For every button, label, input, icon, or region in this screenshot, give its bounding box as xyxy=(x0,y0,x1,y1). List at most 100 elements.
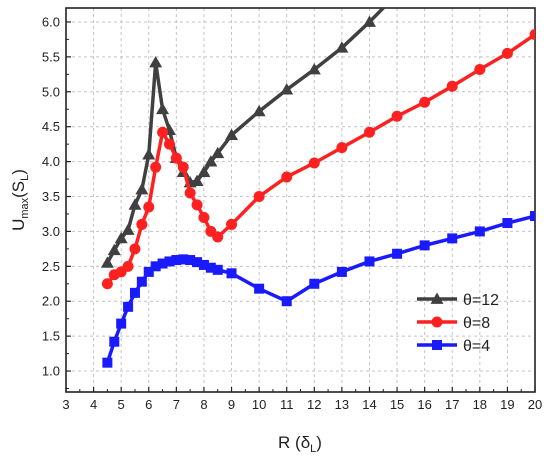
legend-item: θ=4 xyxy=(417,338,490,355)
x-axis-title: R (δL) xyxy=(278,433,322,455)
data-point xyxy=(280,83,294,95)
x-tick-label: 9 xyxy=(228,397,235,412)
data-point xyxy=(474,226,485,237)
data-point xyxy=(157,258,168,269)
y-tick-label: 3.0 xyxy=(42,224,60,239)
legend-label: θ=12 xyxy=(463,292,499,309)
legend-item: θ=8 xyxy=(417,315,490,332)
x-tick-label: 18 xyxy=(473,397,487,412)
data-point xyxy=(135,183,149,195)
data-point xyxy=(419,96,431,108)
x-tick-label: 13 xyxy=(335,397,349,412)
x-tick-label: 10 xyxy=(252,397,266,412)
x-tick-label: 12 xyxy=(307,397,321,412)
data-point xyxy=(178,254,189,265)
y-tick-label: 5.5 xyxy=(42,49,60,64)
data-point xyxy=(307,62,321,75)
data-point xyxy=(253,191,265,203)
data-point xyxy=(177,161,189,173)
data-point xyxy=(446,80,458,92)
data-point xyxy=(364,256,375,267)
data-point xyxy=(170,152,182,164)
series-line xyxy=(105,8,386,264)
x-tick-label: 14 xyxy=(362,397,376,412)
data-point xyxy=(363,126,375,138)
data-point xyxy=(447,233,458,244)
data-point xyxy=(156,102,170,115)
data-point xyxy=(143,266,154,277)
data-point xyxy=(308,157,320,169)
legend-label: θ=8 xyxy=(463,315,490,332)
legend-item: θ=12 xyxy=(417,292,499,309)
data-point xyxy=(212,231,224,243)
x-tick-label: 20 xyxy=(528,397,542,412)
data-point xyxy=(198,259,209,270)
data-point xyxy=(392,248,403,259)
data-point xyxy=(309,278,320,289)
data-point xyxy=(530,211,535,222)
legend-marker xyxy=(430,292,444,304)
data-point xyxy=(142,148,156,160)
data-point xyxy=(190,174,204,187)
x-tick-label: 16 xyxy=(417,397,431,412)
data-point xyxy=(185,255,196,266)
x-tick-label: 3 xyxy=(62,397,69,412)
data-point xyxy=(191,199,203,211)
y-tick-label: 5.0 xyxy=(42,84,60,99)
data-point xyxy=(474,63,486,75)
data-point xyxy=(254,283,265,294)
data-point xyxy=(136,276,147,287)
data-point xyxy=(336,142,348,154)
axes: 3 4 5 6 7 8 9 10 11 12 13 14 15 16 17 18 19 20 1.0 1.5 2.0 2.… xyxy=(42,14,542,412)
data-point xyxy=(502,218,513,229)
data-point xyxy=(116,318,127,329)
legend-marker xyxy=(432,340,442,350)
x-tick-label: 7 xyxy=(173,397,180,412)
data-point xyxy=(109,336,120,347)
data-point xyxy=(501,47,513,59)
data-point xyxy=(114,231,128,244)
x-tick-label: 19 xyxy=(500,397,514,412)
data-point xyxy=(101,278,113,290)
data-point xyxy=(157,126,169,138)
data-point xyxy=(252,104,266,117)
data-point xyxy=(122,260,134,272)
data-point xyxy=(136,218,148,230)
data-point xyxy=(211,146,225,159)
data-point xyxy=(391,110,403,122)
data-point xyxy=(121,223,135,235)
series xyxy=(100,8,535,368)
data-point xyxy=(100,256,114,268)
data-point xyxy=(226,218,238,230)
data-point xyxy=(123,301,134,312)
grid xyxy=(66,8,535,392)
data-point xyxy=(205,262,216,273)
legend-marker xyxy=(431,316,443,328)
y-tick-label: 3.5 xyxy=(42,189,60,204)
y-tick-label: 4.5 xyxy=(42,119,60,134)
data-point xyxy=(184,187,196,199)
data-point xyxy=(163,138,175,150)
x-tick-label: 6 xyxy=(145,397,152,412)
data-point xyxy=(336,266,347,277)
x-tick-label: 15 xyxy=(390,397,404,412)
data-point xyxy=(171,255,182,266)
y-tick-label: 2.0 xyxy=(42,294,60,309)
data-point xyxy=(149,55,163,68)
data-point xyxy=(281,296,292,307)
legend-label: θ=4 xyxy=(463,338,490,355)
data-point xyxy=(129,243,141,255)
y-tick-label: 1.5 xyxy=(42,329,60,344)
data-point xyxy=(107,243,121,256)
data-point xyxy=(164,256,175,267)
legend: θ=12 θ=8 θ=4 xyxy=(417,292,499,355)
x-tick-label: 11 xyxy=(280,397,294,412)
data-point xyxy=(192,257,203,268)
data-point xyxy=(335,41,349,53)
data-point xyxy=(226,268,237,279)
x-tick-label: 17 xyxy=(445,397,459,412)
series-3 xyxy=(102,211,535,368)
data-point xyxy=(204,155,218,167)
data-point xyxy=(102,357,113,368)
